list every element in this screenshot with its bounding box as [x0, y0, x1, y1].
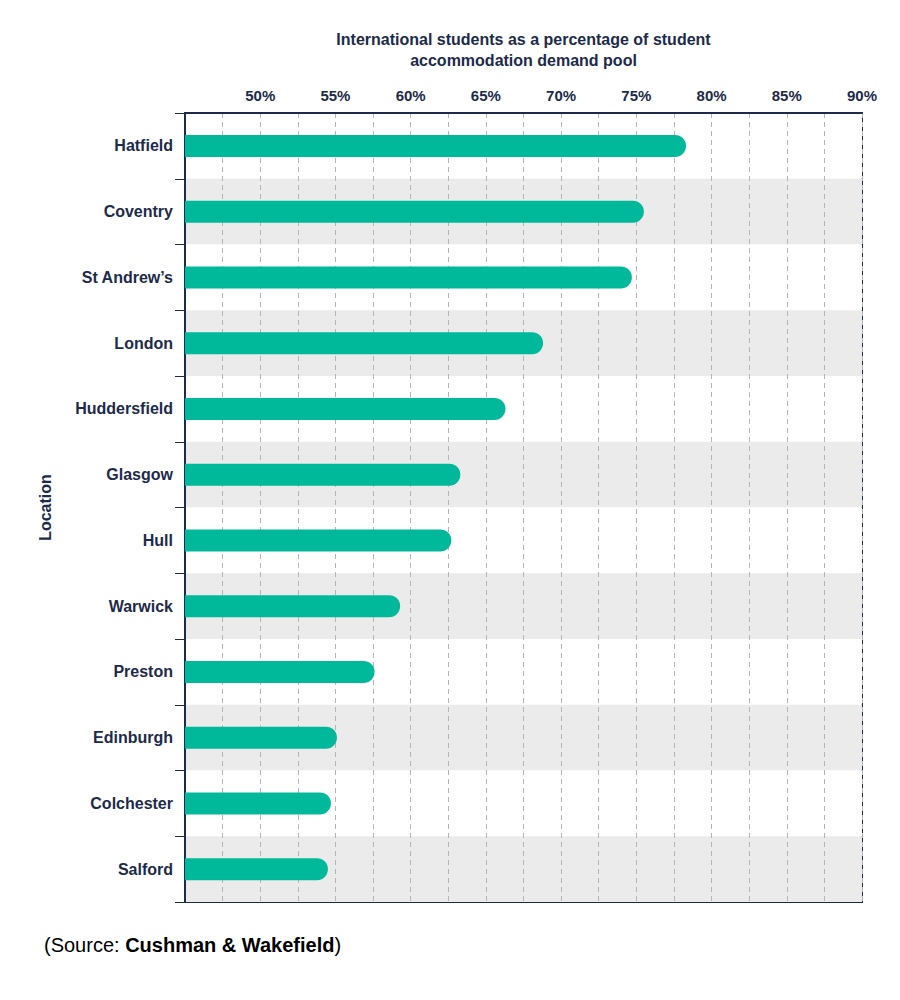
- svg-text:Glasgow: Glasgow: [106, 466, 173, 483]
- svg-text:(Source:: (Source:: [44, 934, 125, 956]
- svg-text:London: London: [114, 335, 173, 352]
- svg-text:80%: 80%: [697, 87, 727, 104]
- svg-text:Coventry: Coventry: [104, 203, 173, 220]
- svg-text:Warwick: Warwick: [109, 598, 173, 615]
- svg-text:Colchester: Colchester: [90, 795, 173, 812]
- svg-text:Location: Location: [37, 474, 54, 541]
- svg-text:Huddersfield: Huddersfield: [75, 400, 173, 417]
- svg-text:85%: 85%: [772, 87, 802, 104]
- svg-text:65%: 65%: [471, 87, 501, 104]
- svg-text:): ): [334, 934, 341, 956]
- svg-text:accommodation demand pool: accommodation demand pool: [410, 52, 637, 69]
- svg-text:Preston: Preston: [113, 663, 173, 680]
- svg-text:90%: 90%: [847, 87, 877, 104]
- svg-text:Salford: Salford: [118, 861, 173, 878]
- svg-text:55%: 55%: [320, 87, 350, 104]
- svg-text:60%: 60%: [396, 87, 426, 104]
- svg-text:Edinburgh: Edinburgh: [93, 729, 173, 746]
- svg-text:50%: 50%: [245, 87, 275, 104]
- svg-text:Cushman & Wakefield: Cushman & Wakefield: [125, 934, 334, 956]
- svg-text:St Andrew’s: St Andrew’s: [82, 269, 173, 286]
- svg-text:70%: 70%: [546, 87, 576, 104]
- svg-text:Hull: Hull: [143, 532, 173, 549]
- svg-text:International students as a pe: International students as a percentage o…: [336, 31, 711, 48]
- svg-text:75%: 75%: [621, 87, 651, 104]
- svg-text:Hatfield: Hatfield: [114, 137, 173, 154]
